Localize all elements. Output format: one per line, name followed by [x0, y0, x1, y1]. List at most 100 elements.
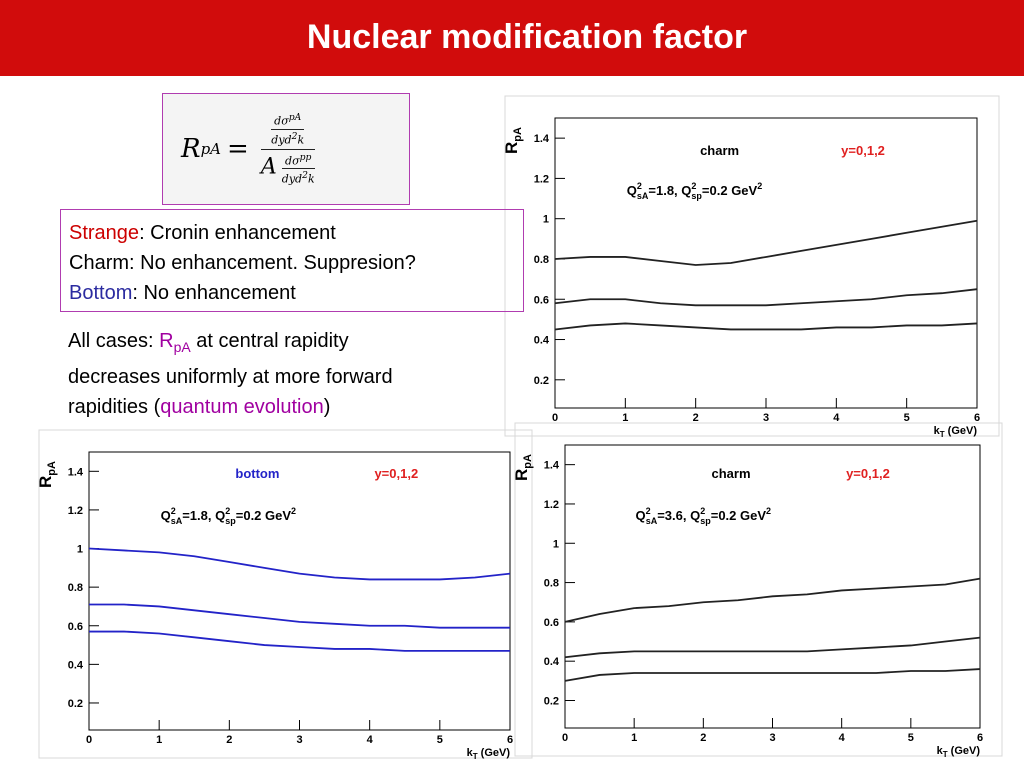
rapidity-label: y=0,1,2	[374, 466, 418, 481]
text-line: decreases uniformly at more forward	[68, 362, 393, 392]
x-tick-label: 2	[700, 732, 706, 744]
x-axis-label-sub: T	[943, 750, 948, 759]
species-label: bottom	[235, 466, 279, 481]
params-run: 2	[766, 506, 771, 516]
params-run: 2	[757, 181, 762, 191]
formula-text: dσ	[274, 114, 289, 128]
formula-factor: A	[260, 154, 277, 180]
y-axis-label-main: R	[36, 476, 55, 488]
x-tick-label: 0	[552, 412, 558, 424]
y-tick-label: 1	[553, 538, 559, 550]
formula-sup: 2	[302, 170, 308, 182]
formula-lhs: R	[181, 134, 201, 164]
text-line: Bottom: No enhancement	[69, 278, 523, 308]
line-series	[88, 547, 511, 581]
x-tick-label: 6	[977, 732, 983, 744]
params-run: 2	[225, 506, 230, 516]
text-line: All cases: RpA at central rapidity	[68, 326, 393, 362]
y-axis-label-main: R	[512, 469, 531, 481]
line-series	[554, 219, 978, 266]
summary-box: Strange: Cronin enhancement Charm: No enh…	[60, 209, 524, 312]
panel-frame	[514, 422, 1003, 757]
params-run: sp	[700, 516, 711, 526]
rapidity-label: y=0,1,2	[841, 143, 885, 158]
text-run: Charm: No enhancement. Suppresion?	[69, 252, 416, 274]
params-label: Q2 sA=1.8, Q2 sp=0.2 GeV2	[161, 506, 297, 526]
x-axis-label: kT (GeV)	[937, 745, 981, 759]
x-tick-label: 2	[693, 412, 699, 424]
text-line: Strange: Cronin enhancement	[69, 218, 523, 248]
text-run: )	[323, 396, 331, 418]
x-axis-label-end: (GeV)	[948, 745, 981, 757]
params-run: =1.8, Q	[182, 508, 225, 523]
text-run: Bottom	[69, 282, 133, 304]
y-tick-label: 0.8	[68, 582, 83, 594]
x-tick-label: 3	[763, 412, 769, 424]
species-label: charm	[700, 143, 739, 158]
formula-lhs-sub: pA	[200, 140, 222, 158]
x-tick-label: 4	[839, 732, 846, 744]
y-tick-label: 0.4	[534, 335, 550, 347]
y-axis-label: RpA	[502, 127, 524, 154]
formula-text: dyd	[281, 172, 303, 186]
y-tick-label: 0.2	[68, 698, 83, 710]
line-series	[564, 577, 981, 623]
x-axis-label-main: k	[937, 745, 944, 757]
y-tick-label: 0.6	[544, 617, 559, 629]
x-axis-label-end: (GeV)	[478, 747, 511, 759]
x-tick-label: 1	[156, 734, 162, 746]
y-axis-label-sub: pA	[46, 461, 58, 476]
y-tick-label: 1	[77, 544, 83, 556]
x-axis-label-sub: T	[473, 752, 478, 761]
params-run: =3.6, Q	[657, 508, 700, 523]
numerator: dσpA dyd2k	[271, 112, 305, 147]
y-axis-label: RpA	[36, 461, 58, 488]
text-line: rapidities (quantum evolution)	[68, 392, 393, 422]
text-run: All cases:	[68, 330, 160, 352]
params-run: =1.8, Q	[648, 183, 691, 198]
line-series	[554, 322, 978, 331]
line-series	[89, 630, 510, 652]
x-axis-label-sub: T	[940, 430, 945, 439]
x-tick-label: 3	[769, 732, 775, 744]
x-axis-label: kT (GeV)	[467, 747, 511, 761]
y-tick-label: 0.6	[68, 621, 83, 633]
y-tick-label: 0.6	[534, 294, 549, 306]
text-run: : No enhancement	[132, 282, 296, 304]
y-tick-label: 0.8	[534, 254, 549, 266]
x-axis-label: kT (GeV)	[934, 425, 978, 439]
params-run: sA	[171, 516, 183, 526]
params-run: sA	[637, 191, 649, 201]
x-tick-label: 3	[296, 734, 302, 746]
formula-text: k	[297, 133, 305, 147]
params-run: 2	[171, 506, 176, 516]
params-run: Q	[161, 508, 171, 523]
y-axis-label-sub: pA	[522, 454, 534, 469]
params-run: sp	[691, 191, 702, 201]
y-tick-label: 1.4	[534, 133, 550, 145]
y-tick-label: 1.4	[68, 466, 84, 478]
y-axis-label-sub: pA	[512, 127, 524, 142]
species-label: charm	[711, 466, 750, 481]
y-axis-label: RpA	[512, 454, 534, 481]
note: All cases: RpA at central rapidity decrea…	[68, 326, 393, 422]
line-series	[554, 288, 978, 307]
x-tick-label: 5	[904, 412, 910, 424]
formula-sup: pA	[288, 112, 302, 124]
params-run: sp	[225, 516, 236, 526]
text-run: R	[159, 330, 174, 352]
formula-fraction: dσpA dyd2k A dσpp dyd2k	[260, 112, 315, 186]
y-tick-label: 0.4	[544, 656, 560, 668]
y-tick-label: 0.4	[68, 659, 84, 671]
params-label: Q2 sA=1.8, Q2 sp=0.2 GeV2	[627, 181, 763, 201]
text-run: pA	[173, 339, 191, 355]
params-run: Q	[636, 508, 646, 523]
line-series	[564, 668, 981, 682]
formula-eq: =	[227, 134, 249, 164]
text-run: at central rapidity	[190, 330, 349, 352]
y-tick-label: 1.2	[544, 499, 559, 511]
